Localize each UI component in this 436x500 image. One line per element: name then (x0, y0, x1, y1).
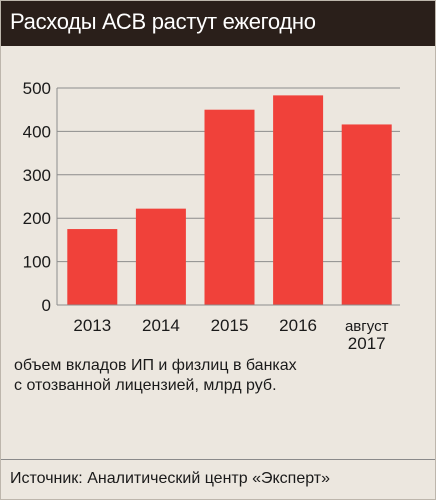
chart-area: 0 100 200 300 400 500 2013 2014 2015 2016 август 20… (0, 46, 436, 466)
header-bar: Расходы АСВ растут ежегодно (0, 0, 436, 46)
y-tick-label: 500 (23, 79, 51, 98)
bar (135, 208, 186, 305)
footer-divider (0, 459, 436, 460)
bar (273, 95, 324, 306)
y-tick-label: 300 (23, 166, 51, 185)
x-tick-label: 2013 (73, 316, 111, 335)
x-tick-label: 2014 (142, 316, 180, 335)
bar (204, 109, 255, 305)
x-tick-label: 2015 (211, 316, 249, 335)
chart-caption: объем вкладов ИП и физлиц в банках с ото… (14, 356, 314, 396)
bar (341, 124, 392, 306)
bar-chart: 0 100 200 300 400 500 2013 2014 2015 2016 август 20… (23, 79, 400, 353)
chart-title: Расходы АСВ растут ежегодно (10, 9, 316, 34)
y-tick-label: 0 (42, 296, 51, 315)
x-tick-label: август 2017 (345, 318, 389, 353)
caption-line-2: с отозванной лицензией, млрд руб. (14, 377, 277, 394)
y-tick-label: 200 (23, 209, 51, 228)
x-tick-label: 2016 (279, 316, 317, 335)
y-tick-label: 400 (23, 122, 51, 141)
bar (67, 229, 118, 305)
y-tick-label: 100 (23, 253, 51, 272)
caption-line-1: объем вкладов ИП и физлиц в банках (14, 357, 297, 374)
source-note: Источник: Аналитический центр «Эксперт» (10, 470, 330, 487)
